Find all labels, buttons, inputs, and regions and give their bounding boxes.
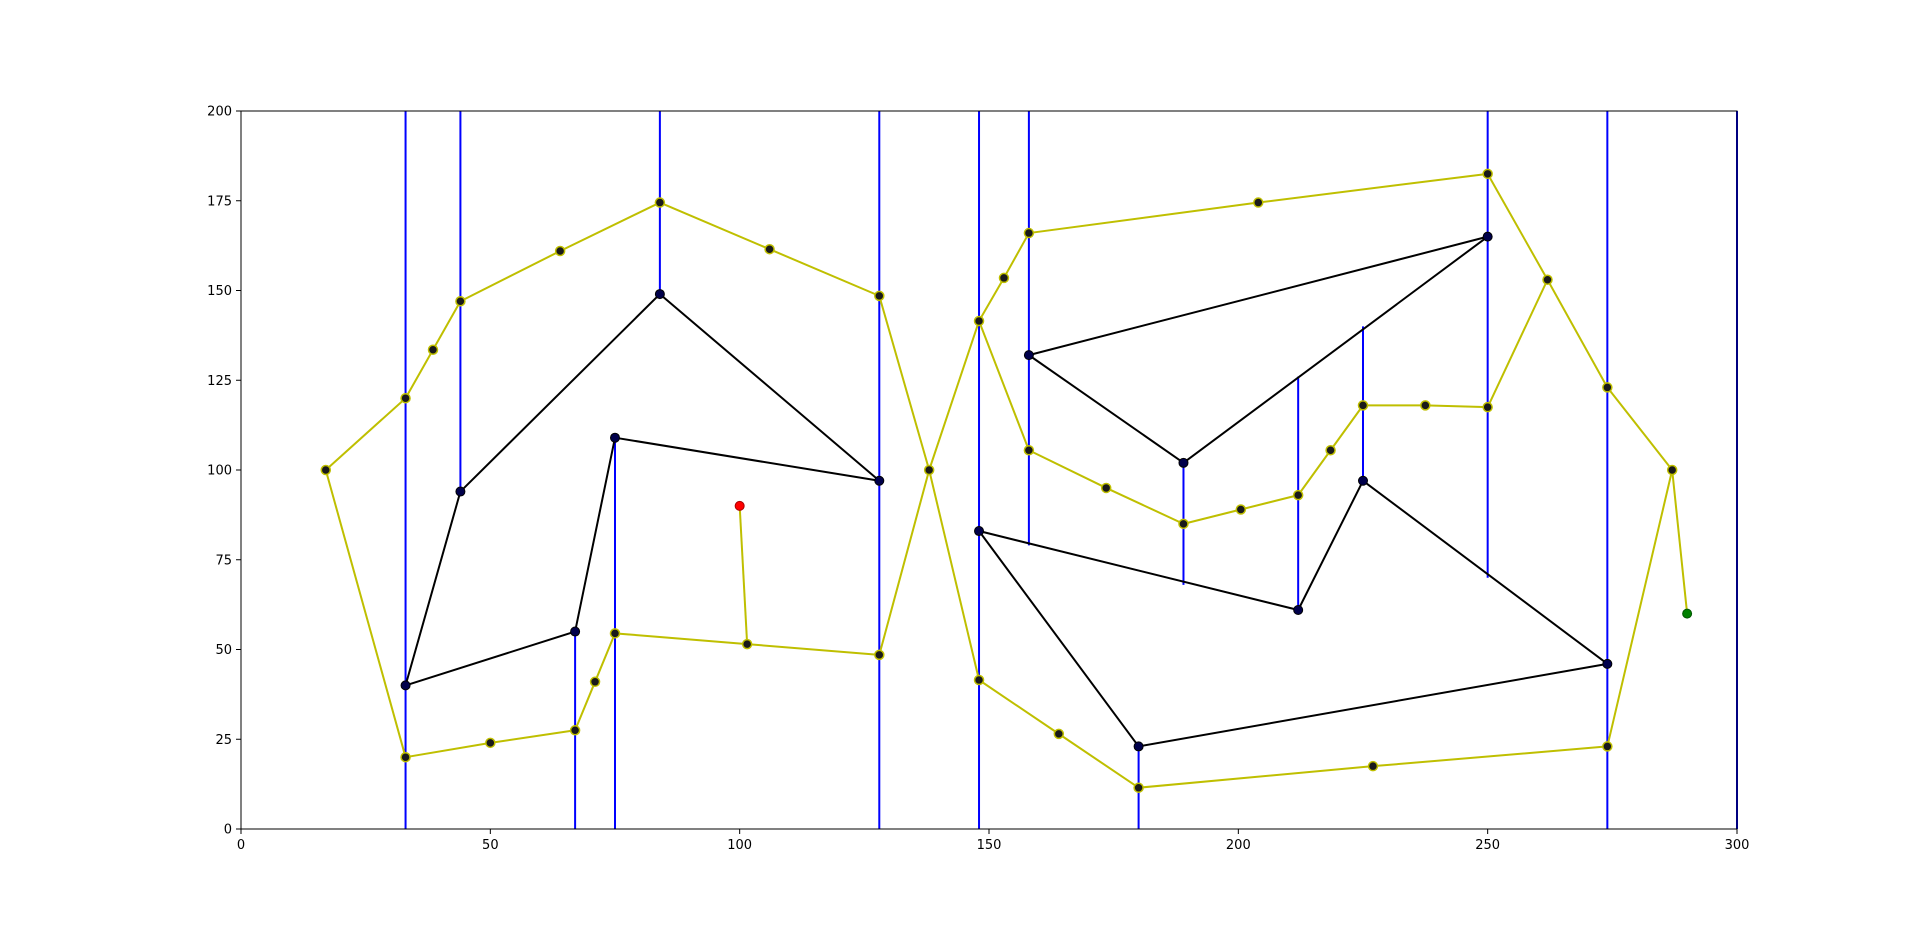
- roadmap-vertex: [1602, 741, 1613, 752]
- y-tick-label: 50: [215, 643, 232, 658]
- x-tick-label: 250: [1475, 838, 1500, 853]
- obstacle-vertex: [570, 626, 581, 637]
- x-axis: 0 50 100 150 200 250 300: [237, 829, 1750, 853]
- roadmap-vertex: [1253, 197, 1264, 208]
- roadmap-vertex: [1666, 464, 1678, 476]
- roadmap-vertex: [874, 290, 885, 302]
- obstacle-vertex: [874, 475, 885, 486]
- roadmap-vertex: [609, 628, 621, 639]
- obstacle-vertex: [1358, 475, 1368, 486]
- y-tick-label: 100: [207, 464, 232, 479]
- vertical-lines-layer: [404, 111, 1738, 829]
- roadmap-vertex: [1325, 445, 1336, 456]
- obstacle-vertex: [654, 289, 665, 300]
- roadmap-vertex: [1053, 728, 1065, 740]
- roadmap-vertex: [400, 751, 411, 763]
- roadmap-vertex: [764, 243, 775, 255]
- y-tick-label: 150: [207, 284, 232, 299]
- x-tick-label: 0: [237, 838, 245, 853]
- x-tick-label: 300: [1725, 838, 1750, 853]
- x-tick-label: 150: [977, 838, 1002, 853]
- roadmap-vertex: [485, 737, 496, 749]
- roadmap-vertex: [973, 674, 985, 686]
- y-tick-label: 0: [224, 823, 232, 838]
- roadmap-vertex: [554, 245, 566, 257]
- roadmap-vertex: [1178, 518, 1189, 530]
- roadmap-path: [324, 469, 1674, 789]
- roadmap-vertex: [654, 197, 666, 208]
- x-tick-label: 100: [727, 838, 752, 853]
- roadmap-vertex: [1292, 489, 1304, 501]
- y-tick-label: 125: [207, 374, 232, 389]
- roadmap-vertex: [874, 649, 885, 661]
- obstacle-vertex: [610, 432, 620, 443]
- roadmap-vertex: [589, 676, 601, 688]
- obstacle-vertex: [1133, 741, 1144, 752]
- roadmap-vertex: [1367, 760, 1379, 772]
- roadmap-vertex: [1133, 782, 1144, 793]
- obstacle-vertex: [400, 680, 411, 691]
- obstacle-vertex: [1293, 605, 1304, 616]
- y-tick-label: 25: [215, 733, 232, 748]
- roadmap-vertex: [320, 464, 332, 476]
- roadmap-vertex: [973, 315, 985, 327]
- obstacle-vertex: [455, 486, 466, 497]
- obstacle-vertex: [1178, 457, 1189, 468]
- roadmap-vertex: [427, 344, 439, 355]
- roadmap-vertex: [455, 296, 466, 307]
- obstacle-vertex: [974, 526, 985, 537]
- points-layer: [320, 168, 1693, 793]
- roadmap-path: [978, 279, 1549, 525]
- roadmap-vertex: [923, 464, 935, 476]
- obstacle-vertex: [1482, 231, 1493, 242]
- obstacle-vertex: [1602, 658, 1613, 669]
- roadmap-path: [1671, 469, 1689, 614]
- obstacle-polygon: [978, 479, 1609, 748]
- roadmap-vertex: [1542, 274, 1553, 285]
- roadmap-vertex: [400, 392, 411, 404]
- start-point: [734, 500, 745, 511]
- roadmap-vertex: [741, 638, 753, 650]
- obstacle-vertex: [1023, 350, 1034, 361]
- roadmap-vertex: [1023, 227, 1035, 239]
- roadmap-layer: [324, 172, 1689, 789]
- x-tick-label: 50: [482, 838, 499, 853]
- goal-point: [1682, 608, 1693, 619]
- roadmap-vertex: [1482, 401, 1493, 413]
- roadmap-vertex: [1357, 400, 1369, 411]
- x-tick-label: 200: [1226, 838, 1251, 853]
- y-axis: 0 25 50 75 100 125 150 175 200: [207, 105, 241, 838]
- roadmap-vertex: [1420, 400, 1431, 411]
- obstacle-polygon: [1027, 235, 1489, 464]
- roadmap-vertex: [1100, 482, 1112, 494]
- roadmap-vertex: [998, 272, 1010, 284]
- roadmap-vertex: [1023, 445, 1035, 456]
- y-tick-label: 200: [207, 105, 232, 120]
- roadmap-path: [738, 505, 749, 645]
- roadmap-vertex: [569, 725, 581, 736]
- y-tick-label: 175: [207, 194, 232, 209]
- roadmap-vertex: [1235, 504, 1247, 515]
- roadmap-vertex: [1602, 382, 1613, 393]
- obstacles-layer: [404, 235, 1609, 748]
- obstacle-polygon: [404, 293, 881, 687]
- y-tick-label: 75: [215, 553, 232, 568]
- roadmap-vertex: [1482, 168, 1493, 180]
